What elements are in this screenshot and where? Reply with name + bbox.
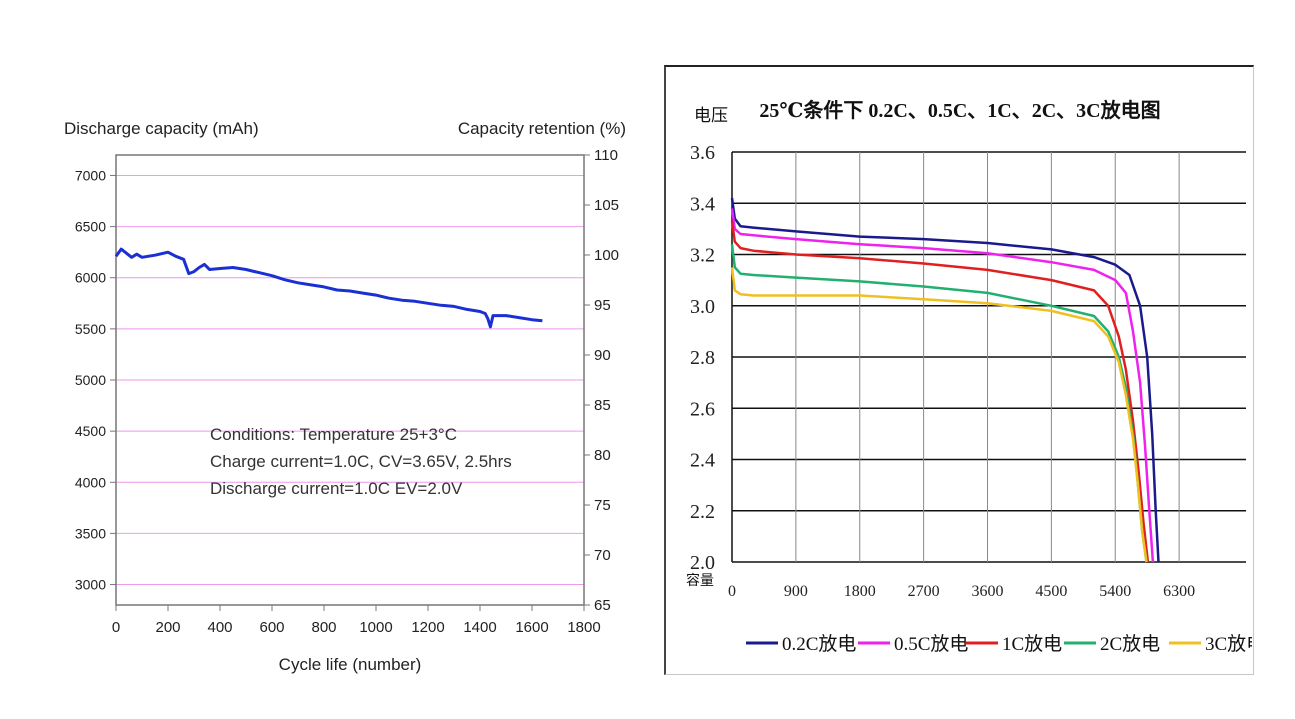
y-tick-label: 2.6 <box>690 398 715 420</box>
series-line-0 <box>730 197 1160 563</box>
y-tick-label: 3.2 <box>690 245 715 267</box>
right-y-axis-title: Capacity retention (%) <box>458 119 626 138</box>
x-tick-label: 200 <box>155 619 180 636</box>
y2-tick-label: 85 <box>594 397 611 414</box>
y-tick-label: 2.2 <box>690 501 715 523</box>
legend-label: 2C放电 <box>1100 633 1160 655</box>
x-tick-label: 2700 <box>908 583 940 600</box>
y2-tick-label: 95 <box>594 297 611 314</box>
left-y-axis-title: Discharge capacity (mAh) <box>64 119 259 138</box>
x-tick-label: 1800 <box>567 619 600 636</box>
x-tick-label: 1400 <box>463 619 496 636</box>
y-tick-label: 6500 <box>75 219 106 235</box>
y-tick-label: 4500 <box>75 423 106 439</box>
legend-label: 1C放电 <box>1002 633 1062 655</box>
x-tick-label: 900 <box>784 583 808 600</box>
y-tick-label: 3000 <box>75 577 106 593</box>
y2-tick-label: 105 <box>594 197 619 214</box>
y-tick-label: 3.4 <box>690 193 715 215</box>
y-tick-label: 3500 <box>75 525 106 541</box>
x-axis-title: 容量 <box>686 572 714 589</box>
y-tick-label: 2.0 <box>690 552 715 574</box>
y-tick-label: 5000 <box>75 372 106 388</box>
x-tick-label: 4500 <box>1035 583 1067 600</box>
legend-label: 0.5C放电 <box>894 633 968 655</box>
x-tick-label: 1600 <box>515 619 548 636</box>
discharge-rate-panel: 25℃条件下 0.2C、0.5C、1C、2C、3C放电图 电压 2.0 2.2 2.… <box>664 65 1254 675</box>
x-tick-label: 1200 <box>411 619 444 636</box>
discharge-capacity-line <box>114 247 543 329</box>
y-tick-label: 2.4 <box>690 450 715 472</box>
y-tick-label: 4000 <box>75 474 106 490</box>
y2-tick-label: 80 <box>594 447 611 464</box>
x-tick-label: 6300 <box>1163 583 1195 600</box>
x-tick-label: 3600 <box>972 583 1004 600</box>
series-line-1 <box>730 208 1155 563</box>
annotation-line-2: Charge current=1.0C, CV=3.65V, 2.5hrs <box>210 452 512 471</box>
cycle-life-chart: Discharge capacity (mAh) Capacity retent… <box>64 119 626 674</box>
series-line-3 <box>730 244 1148 563</box>
x-tick-label: 0 <box>728 583 736 600</box>
x-axis-title: Cycle life (number) <box>279 655 422 674</box>
x-tick-label: 5400 <box>1099 583 1131 600</box>
x-tick-label: 1000 <box>359 619 392 636</box>
annotation-line-3: Discharge current=1.0C EV=2.0V <box>210 479 463 498</box>
legend-label: 3C放电 <box>1205 633 1252 655</box>
series-line-4 <box>730 267 1148 563</box>
y2-tick-label: 65 <box>594 597 611 614</box>
x-tick-label: 1800 <box>844 583 876 600</box>
series-line-2 <box>730 221 1150 563</box>
x-tick-label: 800 <box>311 619 336 636</box>
annotation-line-1: Conditions: Temperature 25+3°C <box>210 425 457 444</box>
y2-tick-label: 100 <box>594 247 619 264</box>
legend-label: 0.2C放电 <box>782 633 856 655</box>
y-tick-label: 3.0 <box>690 296 715 318</box>
x-tick-label: 0 <box>112 619 120 636</box>
y-tick-label: 7000 <box>75 167 106 183</box>
x-tick-label: 600 <box>259 619 284 636</box>
y-tick-label: 6000 <box>75 270 106 286</box>
y-tick-label: 2.8 <box>690 347 715 369</box>
y2-tick-label: 75 <box>594 497 611 514</box>
y2-tick-label: 90 <box>594 347 611 364</box>
chart-title: 25℃条件下 0.2C、0.5C、1C、2C、3C放电图 <box>759 98 1160 122</box>
y-axis-title: 电压 <box>694 106 728 125</box>
y2-tick-label: 110 <box>594 147 618 164</box>
x-tick-label: 400 <box>207 619 232 636</box>
y2-tick-label: 70 <box>594 547 611 564</box>
discharge-rate-chart: 25℃条件下 0.2C、0.5C、1C、2C、3C放电图 电压 2.0 2.2 2.… <box>686 98 1252 655</box>
y-tick-label: 3.6 <box>690 142 715 164</box>
y-tick-label: 5500 <box>75 321 106 337</box>
